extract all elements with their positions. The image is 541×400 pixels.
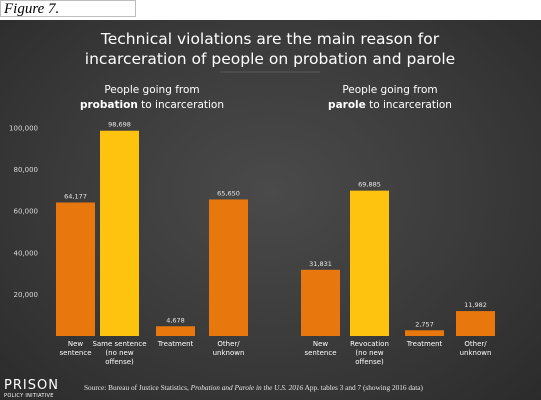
parole-category-label-4: unknown bbox=[460, 349, 492, 357]
parole-category-label-2: offense) bbox=[355, 358, 384, 366]
parole-value-label-4: 11,982 bbox=[464, 301, 487, 309]
y-tick-label: 100,000 bbox=[9, 125, 38, 133]
probation-value-label-1: 64,177 bbox=[64, 193, 87, 201]
probation-subtitle-line-2: probation to incarceration bbox=[80, 99, 224, 111]
parole-bar-3 bbox=[405, 330, 444, 336]
y-tick-label: 60,000 bbox=[14, 208, 39, 216]
y-tick-label: 80,000 bbox=[14, 166, 39, 174]
logo-sub-text: POLICY INITIATIVE bbox=[4, 393, 54, 399]
probation-bar-1 bbox=[56, 202, 95, 336]
probation-category-label-4: Other/ bbox=[217, 340, 240, 348]
y-tick-label: 20,000 bbox=[14, 291, 39, 299]
parole-category-label-3: Treatment bbox=[406, 340, 443, 348]
parole-value-label-2: 69,885 bbox=[358, 181, 381, 189]
parole-category-label-2: (no new bbox=[355, 349, 383, 357]
parole-value-label-3: 2,757 bbox=[415, 320, 434, 328]
source-suffix: App. tables 3 and 7 (showing 2016 data) bbox=[303, 383, 423, 392]
figure-label: Figure 7. bbox=[0, 0, 136, 17]
probation-bar-3 bbox=[156, 326, 195, 336]
probation-category-label-4: unknown bbox=[213, 349, 245, 357]
probation-bar-2 bbox=[100, 130, 139, 336]
chart-title-line-2: incarceration of people on probation and… bbox=[85, 50, 455, 68]
prison-policy-logo: PRISON POLICY INITIATIVE bbox=[4, 378, 59, 399]
parole-category-label-1: New bbox=[313, 340, 329, 348]
chart-canvas: Technical violations are the main reason… bbox=[4, 30, 495, 399]
logo-main-text: PRISON bbox=[4, 378, 59, 393]
probation-category-label-2: offense) bbox=[105, 358, 134, 366]
parole-category-label-4: Other/ bbox=[464, 340, 487, 348]
source-italic: Probation and Parole in the U.S. 2016 bbox=[190, 383, 304, 392]
probation-category-label-2: Same sentence bbox=[92, 340, 146, 348]
probation-bar-4 bbox=[209, 199, 248, 336]
probation-category-label-1: sentence bbox=[59, 349, 91, 357]
probation-subtitle-text: to incarceration bbox=[138, 99, 224, 111]
probation-category-label-3: Treatment bbox=[157, 340, 194, 348]
parole-bar-2 bbox=[350, 190, 389, 336]
chart-title-line-1: Technical violations are the main reason… bbox=[100, 30, 440, 48]
parole-subtitle-line-1: People going from bbox=[342, 84, 437, 96]
parole-subtitle-text: to incarceration bbox=[366, 99, 452, 111]
parole-bar-4 bbox=[456, 311, 495, 336]
source-note: Source: Bureau of Justice Statistics, Pr… bbox=[84, 383, 424, 392]
y-tick-label: 40,000 bbox=[14, 249, 39, 257]
parole-subtitle-text: People going from bbox=[342, 84, 437, 96]
parole-category-label-1: sentence bbox=[304, 349, 336, 357]
probation-value-label-4: 65,650 bbox=[217, 189, 240, 197]
parole-category-label-2: Revocation bbox=[350, 340, 389, 348]
probation-value-label-2: 98,698 bbox=[108, 121, 131, 129]
probation-value-label-3: 4,678 bbox=[166, 316, 185, 324]
parole-subtitle-bold: parole bbox=[328, 99, 366, 111]
source-prefix: Source: Bureau of Justice Statistics, bbox=[84, 383, 191, 392]
probation-category-label-1: New bbox=[68, 340, 84, 348]
parole-bar-1 bbox=[301, 269, 340, 336]
probation-subtitle-line-1: People going from bbox=[104, 84, 199, 96]
probation-category-label-2: (no new bbox=[105, 349, 133, 357]
probation-subtitle-bold: probation bbox=[80, 99, 138, 111]
probation-subtitle-text: People going from bbox=[104, 84, 199, 96]
parole-value-label-1: 31,831 bbox=[309, 260, 332, 268]
infographic-panel: Technical violations are the main reason… bbox=[0, 20, 541, 400]
parole-subtitle-line-2: parole to incarceration bbox=[328, 99, 452, 111]
